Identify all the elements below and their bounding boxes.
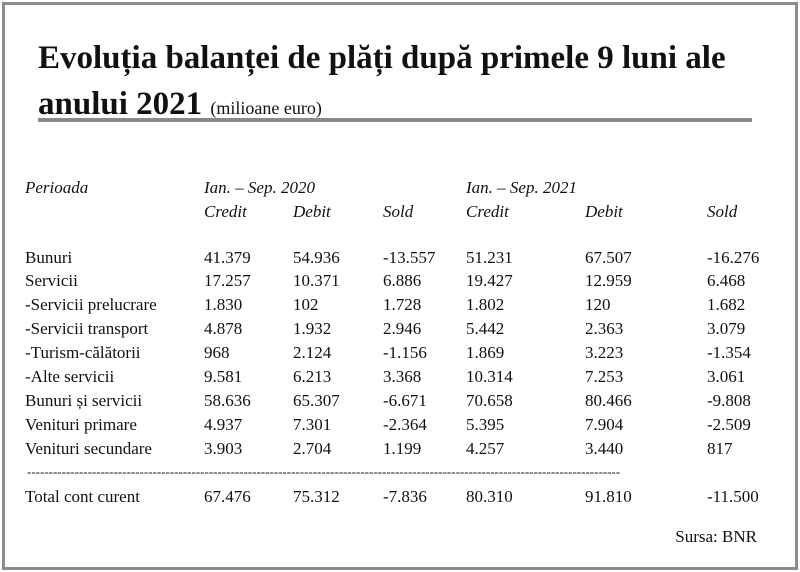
row-label: Venituri primare [25, 415, 137, 434]
cell-credit-2020: 17.257 [204, 271, 251, 290]
cell-credit-2020: 1.830 [204, 295, 243, 314]
cell-debit-2021: 7.904 [585, 415, 624, 434]
cell-sold-2020: 3.368 [383, 367, 422, 386]
cell-credit-2021: 5.442 [466, 319, 505, 338]
cell-credit-2021: 10.314 [466, 367, 513, 386]
cell-credit-2020: 3.903 [204, 439, 243, 458]
cell-debit-2021: 12.959 [585, 271, 632, 290]
cell-debit-2020: 6.213 [293, 367, 332, 386]
cell-sold-2021: 817 [707, 439, 733, 458]
cell-credit-2020: 4.878 [204, 319, 243, 338]
header-credit-2021: Credit [466, 202, 509, 221]
cell-sold-2021: 3.079 [707, 319, 746, 338]
header-period-2021: Ian. – Sep. 2021 [466, 178, 577, 197]
title-underline [38, 118, 752, 122]
dashed-separator: ----------------------------------------… [27, 465, 621, 479]
source-note: Sursa: BNR [675, 527, 757, 546]
header-debit-2020: Debit [293, 202, 331, 221]
cell-debit-2021: 80.466 [585, 391, 632, 410]
cell-debit-2020: 1.932 [293, 319, 332, 338]
row-label: -Turism-călătorii [25, 343, 141, 362]
total-credit-2021: 80.310 [466, 487, 513, 506]
cell-debit-2020: 2.124 [293, 343, 332, 362]
row-label: Venituri secundare [25, 439, 152, 458]
unit-note: (milioane euro) [210, 98, 322, 118]
total-sold-2020: -7.836 [383, 487, 427, 506]
row-label: -Alte servicii [25, 367, 115, 386]
cell-sold-2020: 6.886 [383, 271, 422, 290]
total-label: Total cont curent [25, 487, 140, 506]
cell-credit-2020: 41.379 [204, 248, 251, 267]
cell-sold-2020: 1.728 [383, 295, 422, 314]
cell-sold-2021: -2.509 [707, 415, 751, 434]
cell-credit-2021: 19.427 [466, 271, 513, 290]
row-label: -Servicii transport [25, 319, 149, 338]
cell-debit-2020: 10.371 [293, 271, 340, 290]
header-credit-2020: Credit [204, 202, 247, 221]
cell-credit-2020: 4.937 [204, 415, 243, 434]
cell-debit-2021: 3.223 [585, 343, 624, 362]
cell-sold-2021: -9.808 [707, 391, 751, 410]
cell-credit-2021: 51.231 [466, 248, 513, 267]
cell-debit-2021: 120 [585, 295, 611, 314]
cell-sold-2020: -6.671 [383, 391, 427, 410]
cell-sold-2021: -1.354 [707, 343, 751, 362]
cell-debit-2020: 2.704 [293, 439, 332, 458]
cell-sold-2020: -1.156 [383, 343, 427, 362]
row-label: -Servicii prelucrare [25, 295, 157, 314]
cell-debit-2021: 2.363 [585, 319, 624, 338]
cell-debit-2020: 102 [293, 295, 319, 314]
cell-credit-2020: 9.581 [204, 367, 243, 386]
cell-sold-2021: 6.468 [707, 271, 746, 290]
cell-debit-2020: 7.301 [293, 415, 332, 434]
cell-sold-2021: -16.276 [707, 248, 760, 267]
total-sold-2021: -11.500 [707, 487, 759, 506]
total-debit-2021: 91.810 [585, 487, 632, 506]
total-debit-2020: 75.312 [293, 487, 340, 506]
header-debit-2021: Debit [585, 202, 623, 221]
header-period-2020: Ian. – Sep. 2020 [204, 178, 315, 197]
cell-credit-2021: 70.658 [466, 391, 513, 410]
cell-sold-2021: 3.061 [707, 367, 746, 386]
cell-debit-2021: 3.440 [585, 439, 624, 458]
cell-debit-2020: 54.936 [293, 248, 340, 267]
row-label: Bunuri și servicii [25, 391, 143, 410]
row-label: Bunuri [25, 248, 73, 267]
page-title: Evoluția balanței de plăți după primele … [38, 35, 778, 131]
header-sold-2020: Sold [383, 202, 414, 221]
cell-credit-2021: 4.257 [466, 439, 505, 458]
cell-debit-2021: 67.507 [585, 248, 632, 267]
cell-credit-2021: 5.395 [466, 415, 505, 434]
cell-sold-2020: -13.557 [383, 248, 436, 267]
row-label: Servicii [25, 271, 78, 290]
cell-sold-2020: -2.364 [383, 415, 427, 434]
header-period: Perioada [25, 178, 89, 197]
cell-debit-2020: 65.307 [293, 391, 340, 410]
cell-credit-2021: 1.802 [466, 295, 505, 314]
cell-debit-2021: 7.253 [585, 367, 624, 386]
cell-credit-2021: 1.869 [466, 343, 505, 362]
cell-sold-2020: 2.946 [383, 319, 422, 338]
title-text: Evoluția balanței de plăți după primele … [38, 40, 726, 122]
cell-sold-2021: 1.682 [707, 295, 746, 314]
cell-credit-2020: 58.636 [204, 391, 251, 410]
cell-sold-2020: 1.199 [383, 439, 422, 458]
header-sold-2021: Sold [707, 202, 738, 221]
total-credit-2020: 67.476 [204, 487, 251, 506]
cell-credit-2020: 968 [204, 343, 230, 362]
